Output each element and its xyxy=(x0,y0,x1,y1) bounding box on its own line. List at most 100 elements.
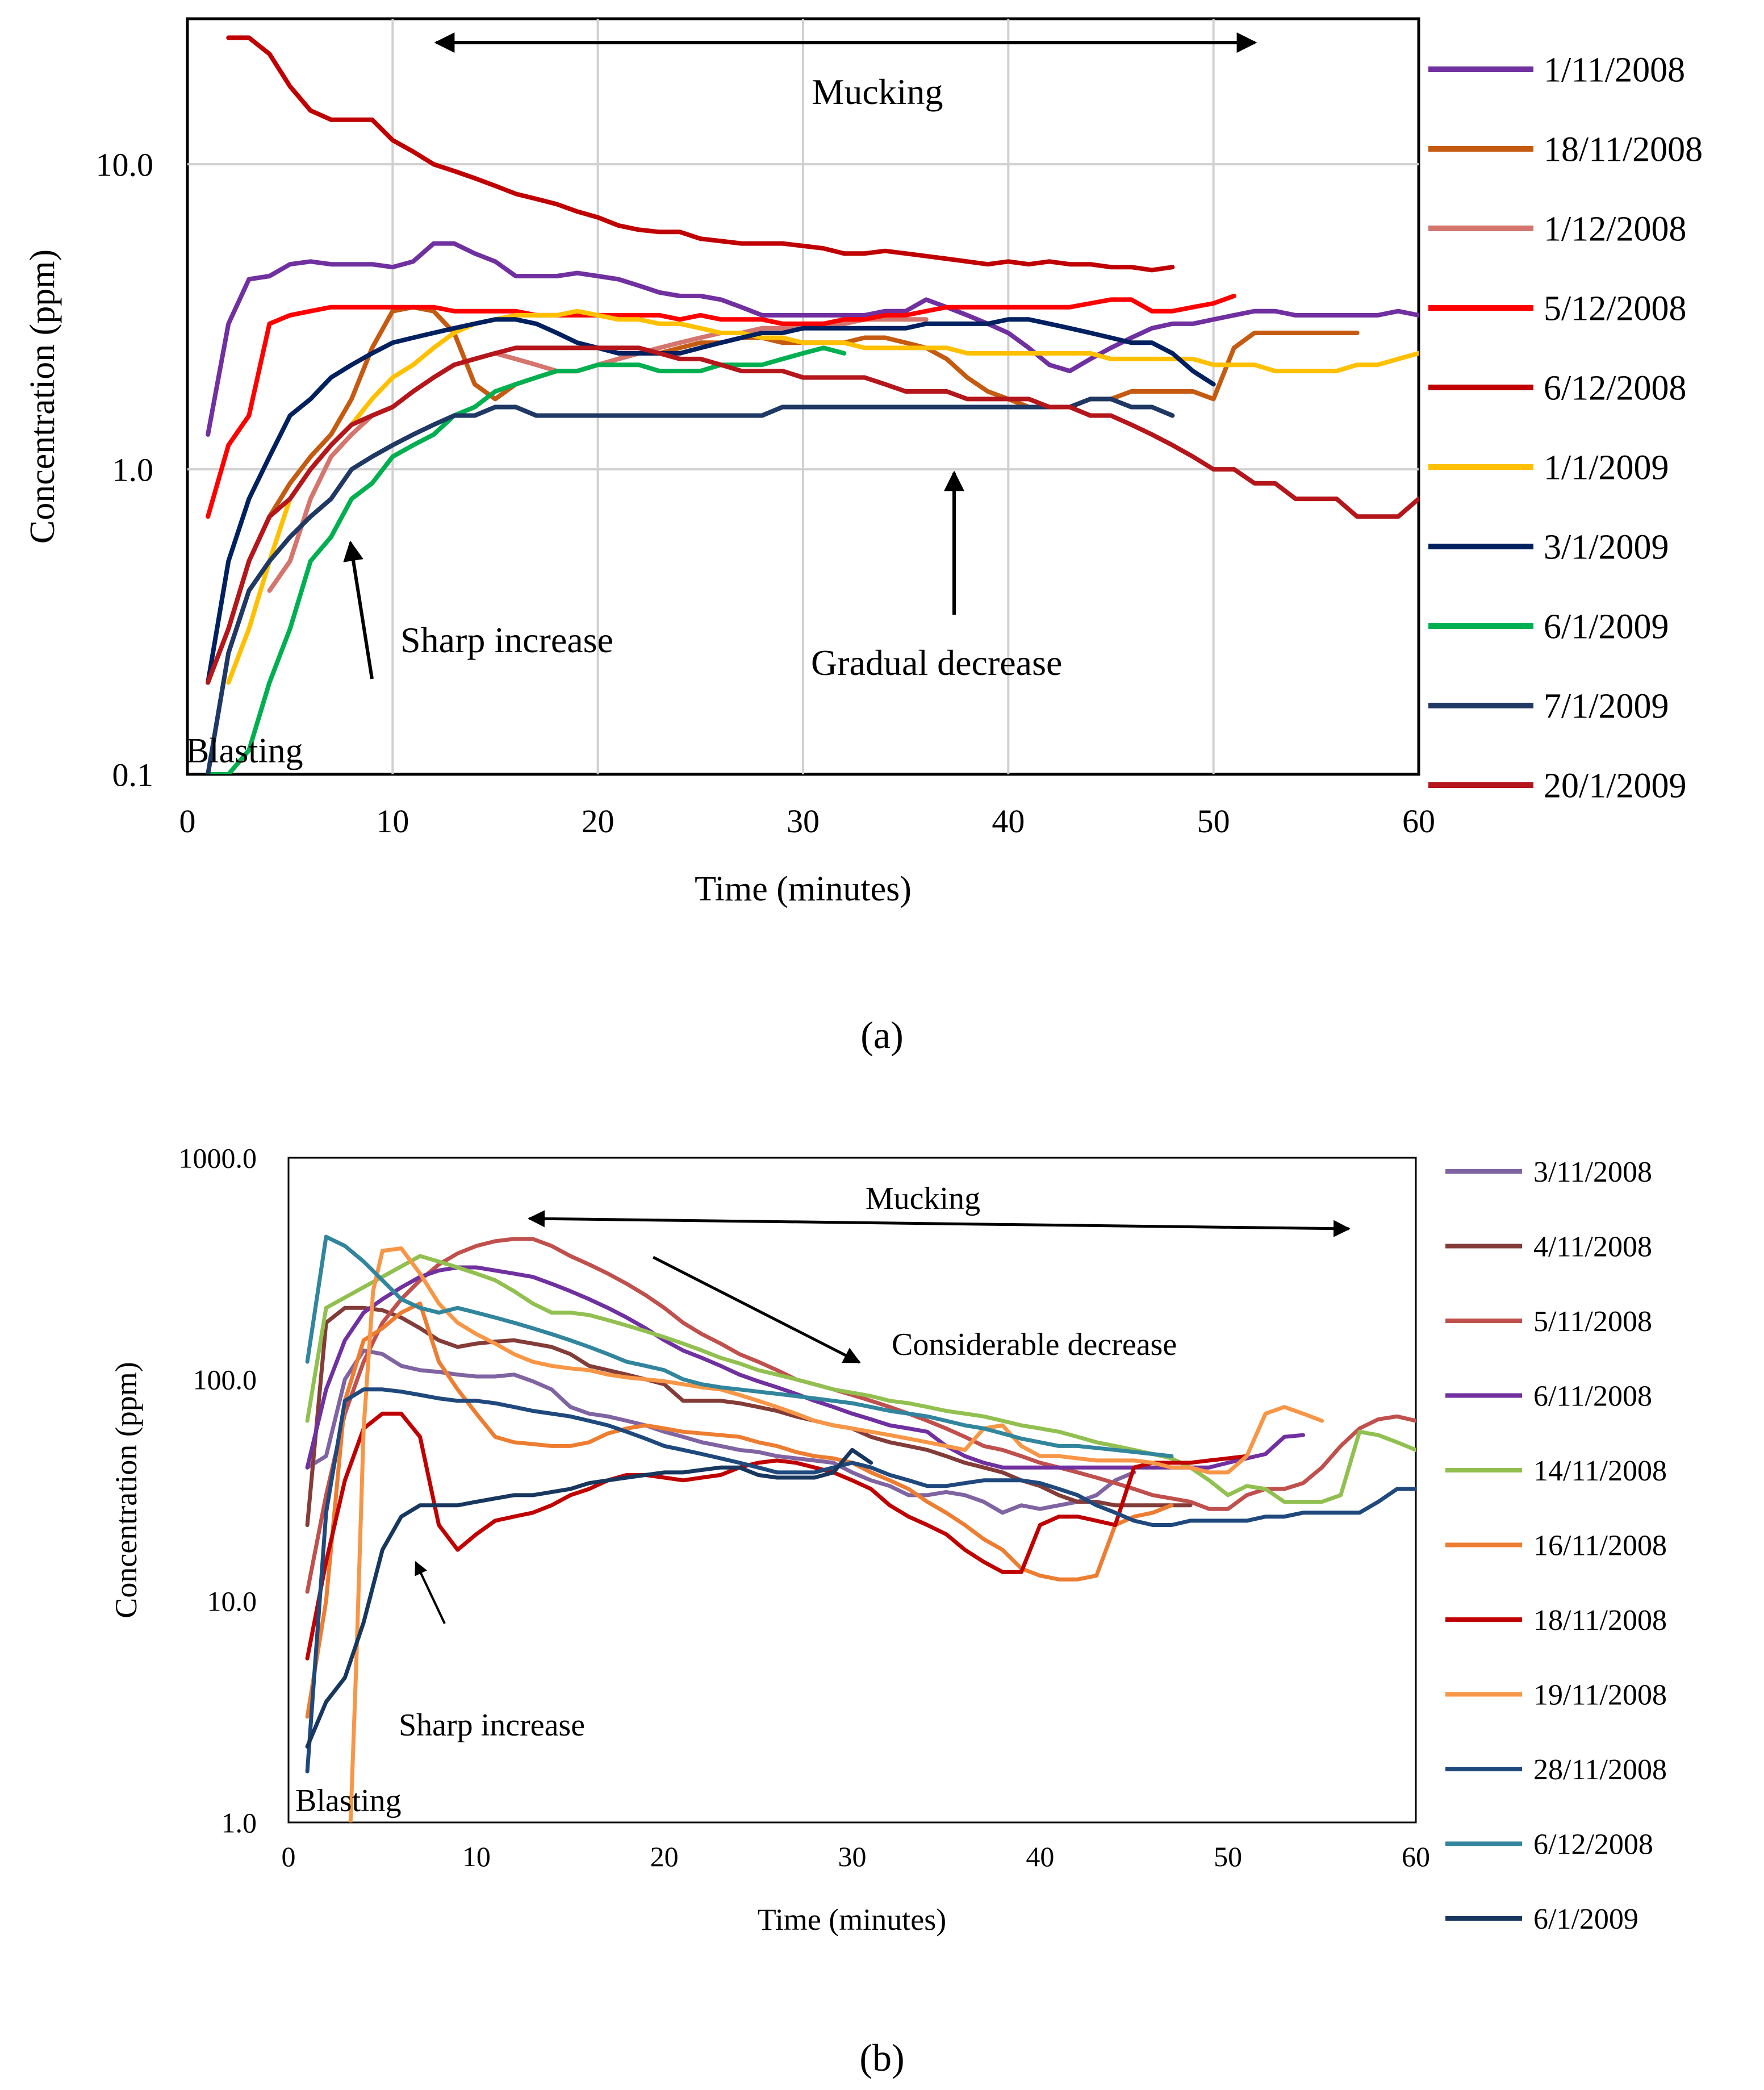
mucking-label: Mucking xyxy=(866,1181,980,1216)
legend: 1/11/2008 18/11/2008 1/12/2008 5/12/2008 6/1… xyxy=(1428,51,1703,806)
x-tick-label: 10 xyxy=(376,803,409,840)
legend-label: 19/11/2008 xyxy=(1533,1679,1667,1712)
series-line-14-11-2008 xyxy=(305,1254,1416,1504)
legend-label: 4/11/2008 xyxy=(1533,1231,1652,1263)
series-line-6-1-2009 xyxy=(305,1447,873,1749)
y-tick-labels: 0.1 1.0 10.0 xyxy=(96,146,154,793)
legend-label: 5/11/2008 xyxy=(1533,1305,1652,1338)
y-axis-title: Concentration (ppm) xyxy=(109,1362,143,1618)
y-tick-label: 10.0 xyxy=(96,146,154,183)
legend: 3/11/2008 4/11/2008 5/11/2008 6/11/2008 14/1… xyxy=(1445,1156,1667,1935)
legend-item: 20/1/2009 xyxy=(1428,767,1686,806)
y-tick-label: 0.1 xyxy=(112,756,154,793)
x-tick-label: 20 xyxy=(582,803,615,840)
legend-label: 1/12/2008 xyxy=(1544,210,1686,249)
legend-label: 1/11/2008 xyxy=(1544,51,1685,90)
chart-panel-b: 0 10 20 30 40 50 60 1.0 10.0 100.0 1000.0 3/11/20… xyxy=(109,1142,1667,2080)
x-tick-label: 50 xyxy=(1214,1841,1242,1872)
legend-label: 1/1/2009 xyxy=(1544,449,1669,487)
legend-item: 4/11/2008 xyxy=(1445,1231,1652,1263)
legend-label: 6/12/2008 xyxy=(1544,369,1686,408)
legend-item: 5/12/2008 xyxy=(1428,290,1686,328)
legend-item: 5/11/2008 xyxy=(1445,1305,1652,1338)
y-tick-label: 1.0 xyxy=(112,451,154,488)
legend-item: 6/12/2008 xyxy=(1445,1829,1653,1861)
legend-item: 28/11/2008 xyxy=(1445,1754,1667,1786)
x-tick-label: 40 xyxy=(992,803,1025,840)
series-line-20-1-2009 xyxy=(206,345,1419,685)
legend-item: 1/12/2008 xyxy=(1428,210,1686,249)
series-line-7-1-2009 xyxy=(206,397,1175,774)
panel-label-b: (b) xyxy=(859,2036,904,2079)
x-tick-label: 60 xyxy=(1402,1841,1430,1872)
legend-label: 16/11/2008 xyxy=(1533,1530,1667,1562)
series-line-6-12-2008 xyxy=(305,1234,1174,1458)
x-tick-label: 30 xyxy=(787,803,820,840)
legend-item: 6/1/2009 xyxy=(1445,1903,1638,1935)
x-axis-title: Time (minutes) xyxy=(695,870,912,908)
sharp-increase-arrow xyxy=(415,1561,446,1624)
legend-label: 6/1/2009 xyxy=(1544,608,1669,646)
legend-label: 6/12/2008 xyxy=(1533,1829,1653,1861)
series-line-5-12-2008 xyxy=(206,294,1236,519)
legend-label: 6/1/2009 xyxy=(1533,1903,1638,1935)
legend-item: 18/11/2008 xyxy=(1428,131,1703,169)
mucking-label: Mucking xyxy=(812,72,943,112)
x-tick-label: 0 xyxy=(282,1841,296,1872)
x-tick-label: 0 xyxy=(179,803,196,840)
series-line-6-1-2009 xyxy=(206,345,847,774)
legend-item: 6/11/2008 xyxy=(1445,1380,1652,1413)
series-line-1-1-2009 xyxy=(226,308,1419,685)
series-lines xyxy=(305,1234,1416,1822)
series-line-18-11-2008 xyxy=(206,304,1360,685)
series-line-19-11-2008 xyxy=(348,1246,1324,1822)
legend-item: 19/11/2008 xyxy=(1445,1679,1667,1712)
series-line-3-1-2009 xyxy=(206,317,1216,685)
y-tick-labels: 1.0 10.0 100.0 1000.0 xyxy=(179,1142,257,1839)
x-tick-label: 10 xyxy=(462,1841,491,1872)
y-tick-label: 1000.0 xyxy=(179,1142,257,1174)
sharp-increase-arrow xyxy=(343,540,374,679)
series-line-1-11-2008 xyxy=(206,241,1419,437)
y-tick-label: 10.0 xyxy=(207,1586,257,1617)
legend-item: 14/11/2008 xyxy=(1445,1455,1667,1487)
sharp-increase-label: Sharp increase xyxy=(399,1708,585,1743)
legend-label: 3/1/2009 xyxy=(1544,528,1669,567)
legend-item: 3/11/2008 xyxy=(1445,1156,1652,1188)
legend-item: 16/11/2008 xyxy=(1445,1530,1667,1562)
y-tick-label: 1.0 xyxy=(221,1807,257,1839)
legend-label: 5/12/2008 xyxy=(1544,290,1686,328)
legend-item: 18/11/2008 xyxy=(1445,1604,1667,1637)
considerable-decrease-arrow xyxy=(652,1255,861,1364)
series-line-28-11-2008 xyxy=(305,1387,1416,1774)
x-axis-title: Time (minutes) xyxy=(758,1903,947,1937)
y-axis-title: Concentration (ppm) xyxy=(23,249,62,544)
legend-label: 18/11/2008 xyxy=(1533,1604,1667,1637)
y-tick-label: 100.0 xyxy=(193,1364,257,1396)
legend-label: 14/11/2008 xyxy=(1533,1455,1667,1487)
sharp-increase-label: Sharp increase xyxy=(400,620,613,660)
x-tick-label: 50 xyxy=(1197,803,1230,840)
considerable-decrease-label: Considerable decrease xyxy=(892,1327,1177,1362)
legend-item: 6/12/2008 xyxy=(1428,369,1686,408)
x-tick-label: 20 xyxy=(650,1841,679,1872)
blasting-label: Blasting xyxy=(186,732,303,770)
legend-item: 3/1/2009 xyxy=(1428,528,1669,567)
chart-panel-a: 0 10 20 30 40 50 60 0.1 1.0 10.0 1/11/2008 18/11/… xyxy=(23,17,1703,1057)
legend-item: 1/11/2008 xyxy=(1428,51,1685,90)
legend-label: 7/1/2009 xyxy=(1544,687,1669,726)
legend-label: 18/11/2008 xyxy=(1544,131,1703,169)
series-line-18-11-2008 xyxy=(305,1411,1249,1661)
mucking-arrow xyxy=(528,1210,1351,1237)
series-lines xyxy=(206,35,1419,774)
series-line-4-11-2008 xyxy=(305,1305,1193,1527)
legend-label: 3/11/2008 xyxy=(1533,1156,1652,1188)
legend-item: 6/1/2009 xyxy=(1428,608,1669,646)
x-tick-label: 40 xyxy=(1026,1841,1054,1872)
blasting-label: Blasting xyxy=(295,1783,402,1818)
series-line-5-11-2008 xyxy=(305,1237,1416,1594)
gradual-decrease-label: Gradual decrease xyxy=(811,643,1062,683)
legend-label: 20/1/2009 xyxy=(1544,767,1686,806)
x-tick-labels: 0 10 20 30 40 50 60 xyxy=(179,803,1436,840)
